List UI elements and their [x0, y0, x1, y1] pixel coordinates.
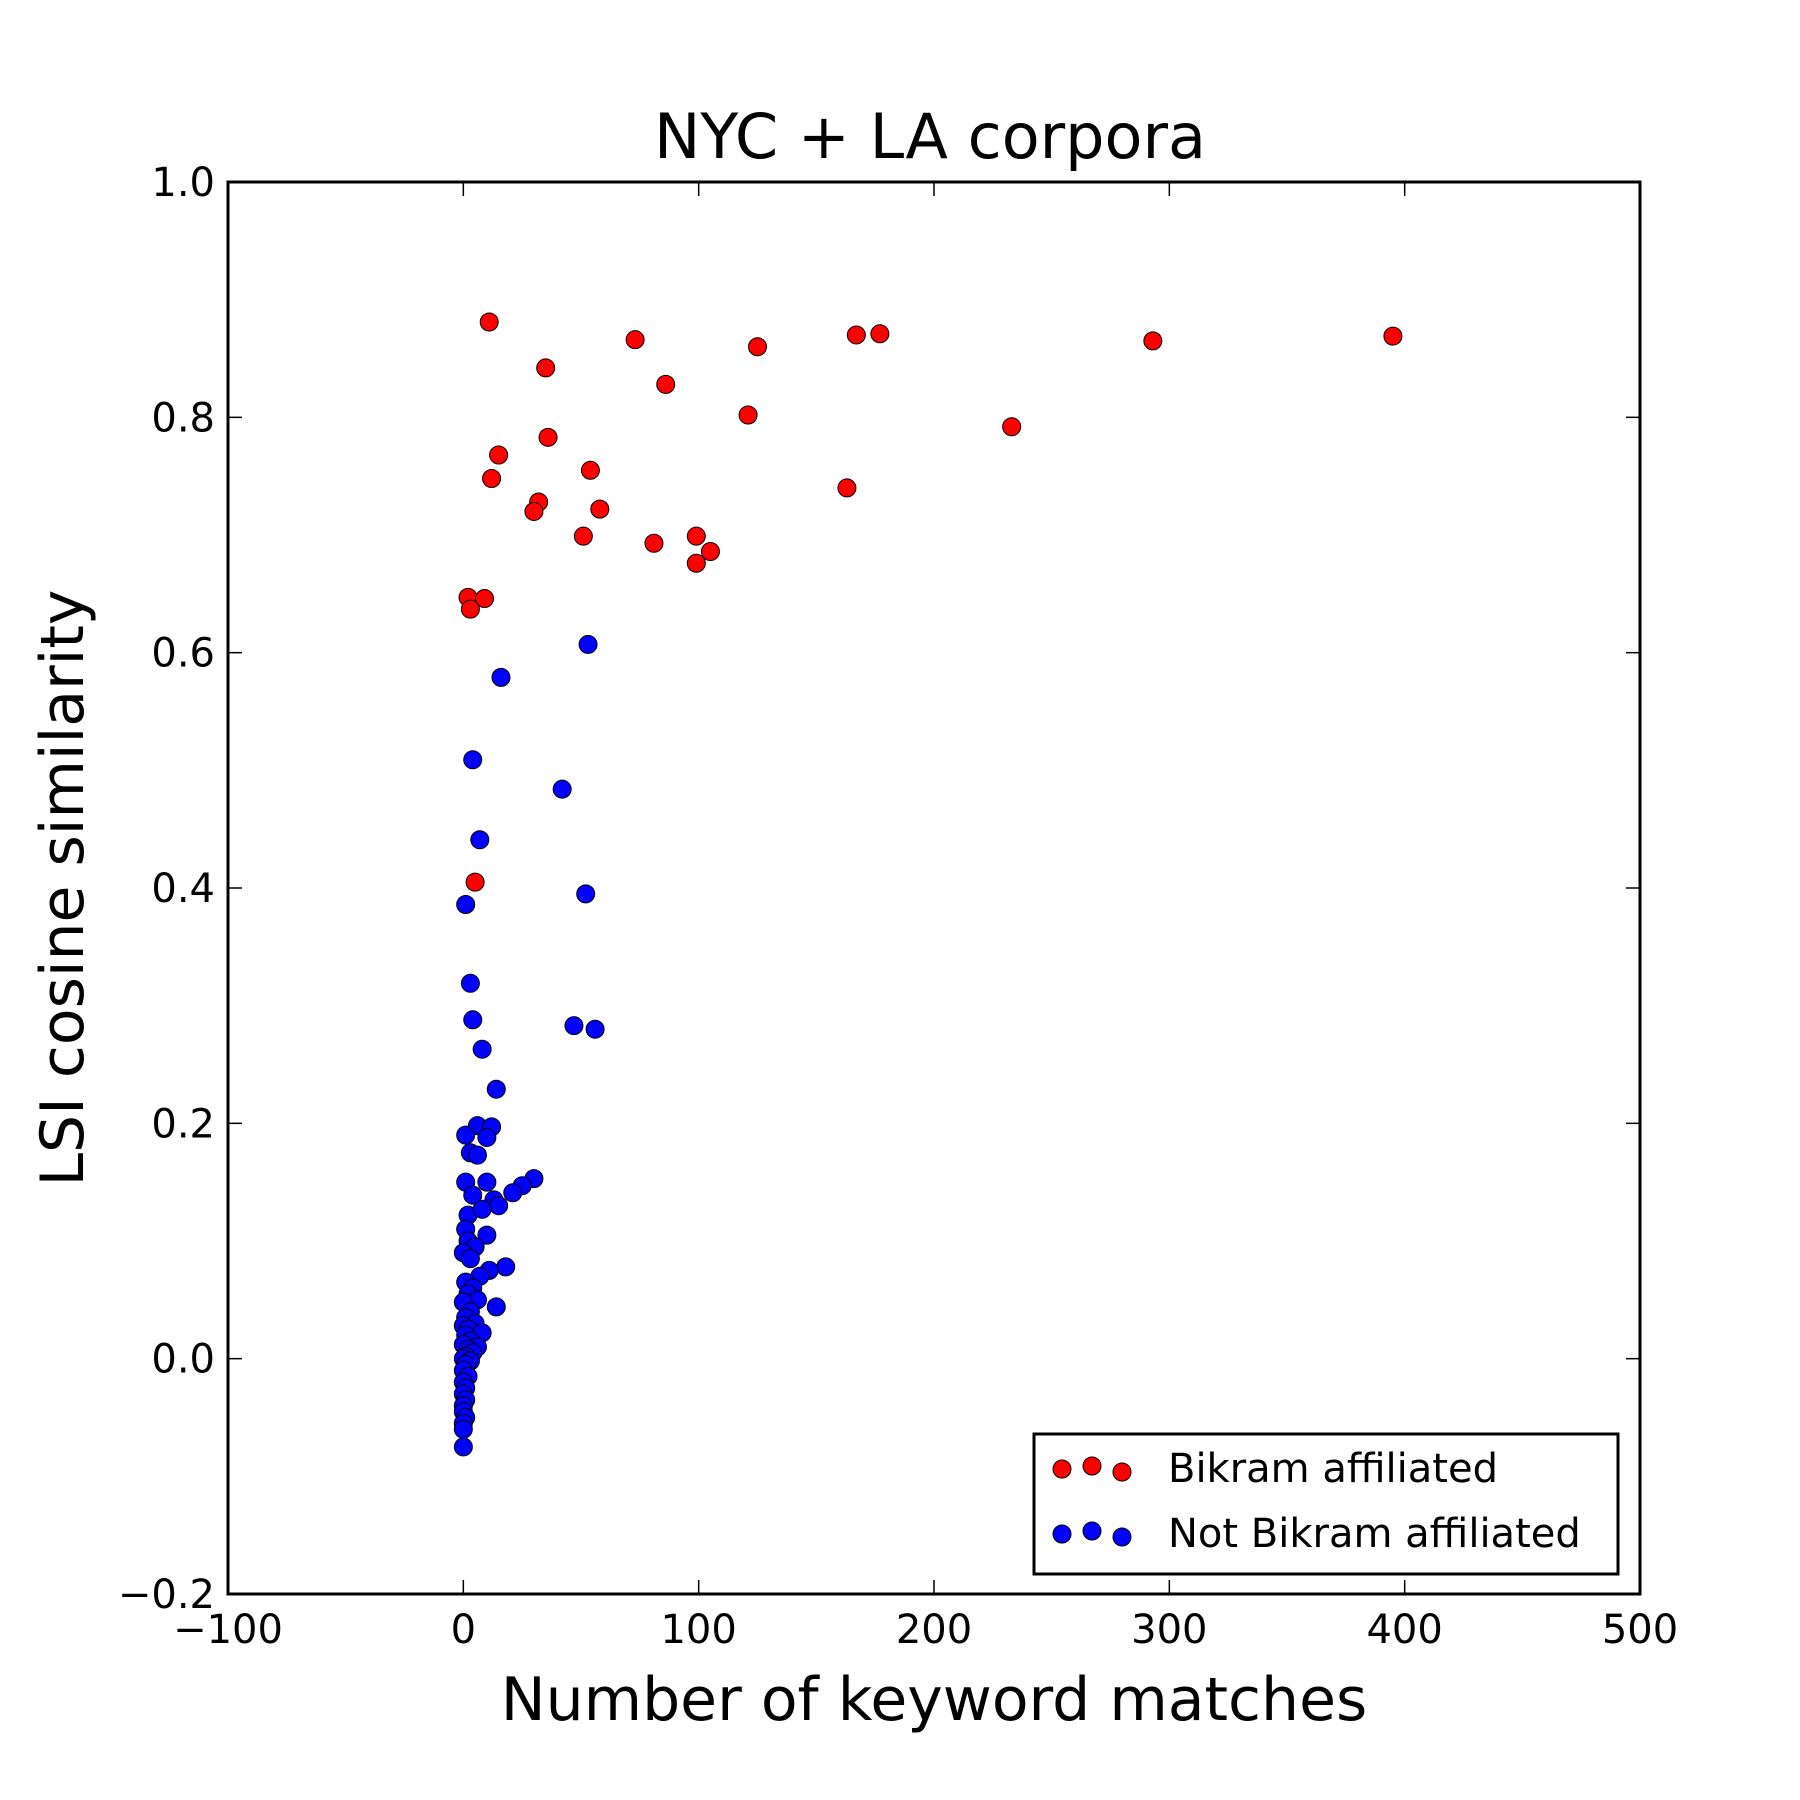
bikram-point: [686, 553, 706, 573]
bikram-point: [625, 330, 645, 350]
not-bikram-point: [460, 1249, 480, 1269]
not-bikram-point: [453, 1437, 473, 1457]
legend-marker: [1112, 1527, 1132, 1547]
bikram-point: [524, 501, 544, 521]
not-bikram-point: [477, 1225, 497, 1245]
bikram-point: [460, 599, 480, 619]
y-tick-label: 0.4: [151, 866, 215, 912]
not-bikram-point: [503, 1183, 523, 1203]
not-bikram-point: [460, 973, 480, 993]
not-bikram-point: [491, 667, 511, 687]
bikram-point: [479, 312, 499, 332]
legend-marker: [1082, 1456, 1102, 1476]
not-bikram-point: [456, 1125, 476, 1145]
not-bikram-point: [477, 1172, 497, 1192]
legend-marker: [1052, 1459, 1072, 1479]
bikram-point: [837, 478, 857, 498]
not-bikram-point: [477, 1127, 497, 1147]
not-bikram-point: [470, 830, 490, 850]
not-bikram-point: [467, 1145, 487, 1165]
not-bikram-point: [463, 1185, 483, 1205]
bikram-point: [482, 469, 502, 489]
y-tick-label: 0.0: [151, 1337, 215, 1383]
legend-label: Bikram affiliated: [1168, 1446, 1498, 1492]
bikram-point: [1383, 326, 1403, 346]
not-bikram-point: [585, 1019, 605, 1039]
bikram-point: [489, 445, 509, 465]
bikram-point: [644, 533, 664, 553]
x-axis-label: Number of keyword matches: [501, 1665, 1368, 1735]
not-bikram-point: [456, 894, 476, 914]
not-bikram-point: [486, 1297, 506, 1317]
bikram-point: [656, 374, 676, 394]
x-tick-label: 400: [1366, 1607, 1442, 1653]
not-bikram-point: [496, 1257, 516, 1277]
not-bikram-point: [489, 1196, 509, 1216]
y-tick-label: −0.2: [118, 1572, 215, 1618]
x-tick-label: 100: [660, 1607, 736, 1653]
plot-frame: [226, 180, 1642, 1596]
legend-marker: [1052, 1524, 1072, 1544]
not-bikram-point: [486, 1079, 506, 1099]
bikram-point: [846, 325, 866, 345]
tick-layer: −100 0 100 200 300 400 500 −0.2 0.0 0.2 0.4 0.6 0.8 1…: [118, 160, 1678, 1653]
bikram-point: [590, 499, 610, 519]
x-tick-label: 0: [451, 1607, 476, 1653]
legend: Bikram affiliated Not Bikram affiliated: [1032, 1432, 1620, 1576]
not-bikram-point: [463, 1010, 483, 1030]
not-bikram-point: [564, 1016, 584, 1036]
y-tick-label: 0.8: [151, 395, 215, 441]
bikram-point: [536, 358, 556, 378]
bikram-point: [748, 337, 767, 357]
legend-entries: Bikram affiliated Not Bikram affiliated: [1052, 1446, 1581, 1557]
points-layer: [453, 312, 1403, 1457]
not-bikram-point: [578, 634, 598, 654]
bikram-point: [738, 405, 758, 425]
not-bikram-point: [552, 779, 572, 799]
legend-label: Not Bikram affiliated: [1168, 1511, 1581, 1557]
not-bikram-point: [453, 1419, 473, 1439]
not-bikram-point: [472, 1039, 492, 1059]
y-tick-label: 1.0: [151, 160, 215, 206]
bikram-point: [1143, 331, 1163, 351]
bikram-point: [538, 427, 558, 447]
chart-title: NYC + LA corpora: [654, 100, 1206, 173]
not-bikram-point: [463, 750, 483, 770]
legend-box: [1032, 1432, 1620, 1576]
bikram-point: [686, 526, 706, 546]
not-bikram-point: [472, 1199, 492, 1219]
bikram-point: [700, 541, 720, 561]
bikram-point: [465, 872, 485, 892]
legend-marker: [1112, 1462, 1132, 1482]
bikram-point: [573, 526, 593, 546]
x-tick-label: 200: [896, 1607, 972, 1653]
not-bikram-point: [576, 884, 596, 904]
legend-marker: [1082, 1521, 1102, 1541]
bikram-point: [475, 589, 495, 609]
x-tick-label: 300: [1131, 1607, 1207, 1653]
y-tick-label: 0.2: [151, 1101, 215, 1147]
bikram-point: [870, 324, 890, 344]
bikram-point: [580, 460, 600, 480]
x-tick-label: 500: [1602, 1607, 1678, 1653]
x-tick-label: −100: [173, 1607, 283, 1653]
y-axis-label: LSI cosine similarity: [28, 590, 98, 1187]
y-tick-label: 0.6: [151, 631, 215, 677]
bikram-point: [1002, 417, 1022, 437]
